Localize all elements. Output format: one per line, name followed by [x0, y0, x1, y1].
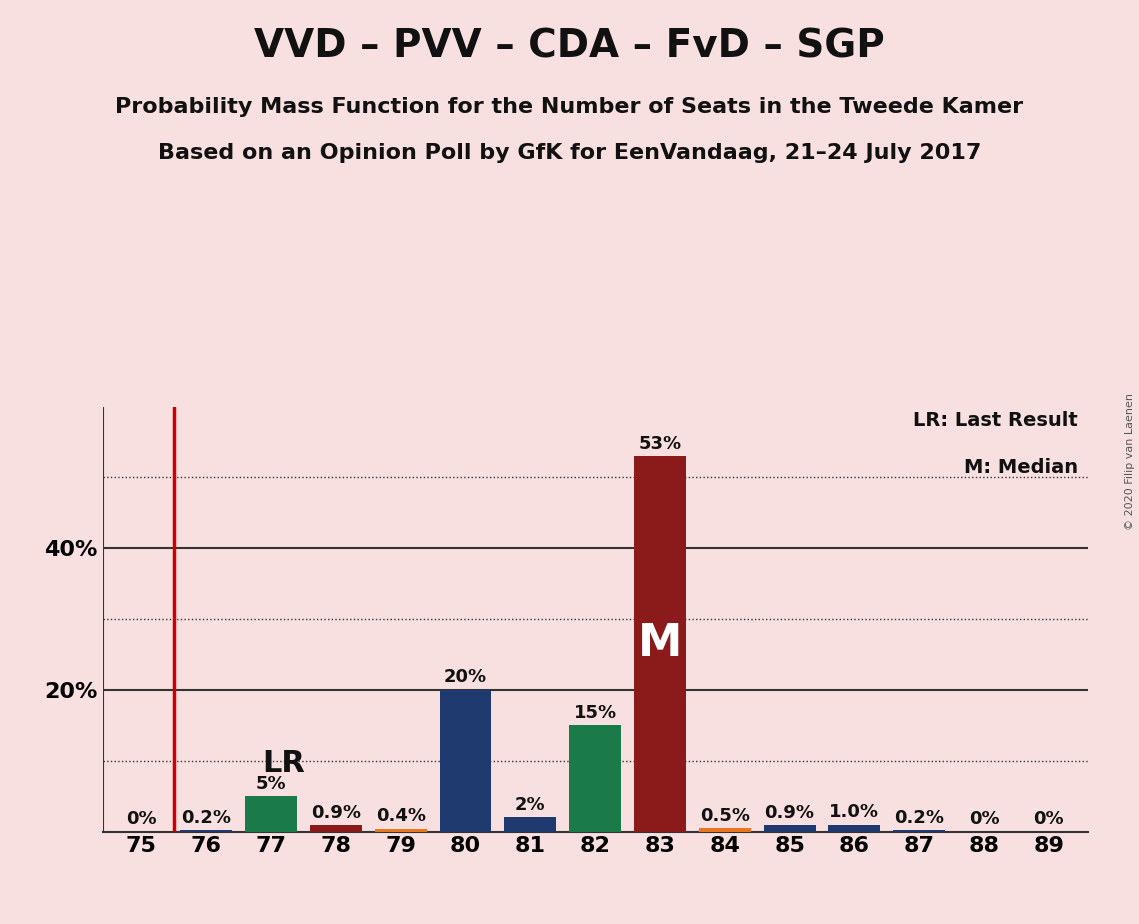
Text: 15%: 15%: [574, 704, 616, 722]
Bar: [634, 456, 686, 832]
Text: LR: Last Result: LR: Last Result: [913, 411, 1077, 430]
Bar: [699, 828, 751, 832]
Text: Probability Mass Function for the Number of Seats in the Tweede Kamer: Probability Mass Function for the Number…: [115, 97, 1024, 117]
Bar: [570, 725, 621, 832]
Text: M: Median: M: Median: [964, 457, 1077, 477]
Text: 53%: 53%: [638, 434, 681, 453]
Bar: [440, 690, 491, 832]
Text: 0.5%: 0.5%: [699, 807, 749, 824]
Text: 0%: 0%: [126, 810, 157, 828]
Bar: [245, 796, 297, 832]
Text: 0.2%: 0.2%: [894, 808, 944, 827]
Text: 0.2%: 0.2%: [181, 808, 231, 827]
Text: 20%: 20%: [444, 668, 487, 687]
Bar: [828, 824, 880, 832]
Text: Based on an Opinion Poll by GfK for EenVandaag, 21–24 July 2017: Based on an Opinion Poll by GfK for EenV…: [158, 143, 981, 164]
Bar: [505, 818, 556, 832]
Text: 0%: 0%: [969, 810, 999, 828]
Text: 0.9%: 0.9%: [764, 804, 814, 821]
Bar: [375, 829, 427, 832]
Bar: [180, 830, 232, 832]
Text: 2%: 2%: [515, 796, 546, 814]
Text: 0%: 0%: [1033, 810, 1064, 828]
Bar: [893, 830, 945, 832]
Bar: [763, 825, 816, 832]
Text: © 2020 Filip van Laenen: © 2020 Filip van Laenen: [1125, 394, 1134, 530]
Text: M: M: [638, 623, 682, 665]
Text: 0.9%: 0.9%: [311, 804, 361, 821]
Bar: [310, 825, 362, 832]
Text: VVD – PVV – CDA – FvD – SGP: VVD – PVV – CDA – FvD – SGP: [254, 28, 885, 66]
Text: LR: LR: [263, 749, 305, 778]
Text: 1.0%: 1.0%: [829, 803, 879, 821]
Text: 5%: 5%: [256, 774, 286, 793]
Text: 0.4%: 0.4%: [376, 808, 426, 825]
